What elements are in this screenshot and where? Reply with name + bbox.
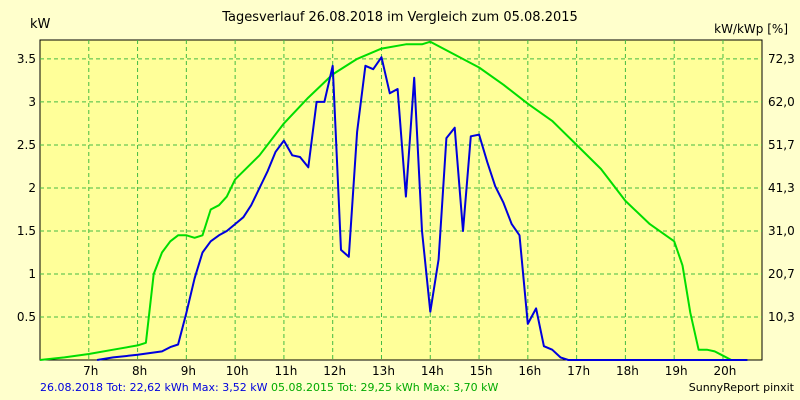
plot-background (39, 39, 763, 361)
x-tick-label: 9h (181, 364, 196, 378)
x-tick-label: 20h (714, 364, 737, 378)
x-axis-ticks: 7h 8h 9h 10h 11h 12h 13h 14h 15h 16h 17h 18h 19h 20h (83, 364, 736, 378)
y-tick-label: 2 (28, 181, 36, 195)
x-tick-label: 17h (567, 364, 590, 378)
series-line-1 (96, 56, 748, 361)
y2-tick-label: 31,0 (768, 224, 795, 238)
y-tick-label: 2.5 (17, 138, 36, 152)
series-line-2 (39, 40, 748, 361)
x-tick-label: 16h (518, 364, 541, 378)
y-tick-label: 3 (28, 95, 36, 109)
x-tick-label: 15h (470, 364, 493, 378)
y2-tick-label: 51,7 (768, 138, 795, 152)
x-tick-label: 13h (372, 364, 395, 378)
y-tick-label: 1 (28, 267, 36, 281)
credit-text: SunnyReport pinxit (688, 381, 794, 394)
y-axis-ticks: 0.5 1 1.5 2 2.5 3 3.5 (17, 52, 36, 324)
x-tick-label: 10h (226, 364, 249, 378)
y-tick-label: 3.5 (17, 52, 36, 66)
x-tick-label: 8h (132, 364, 147, 378)
grid-lines (40, 40, 762, 360)
x-tick-label: 19h (665, 364, 688, 378)
x-tick-label: 14h (421, 364, 444, 378)
y2-tick-label: 10,3 (768, 310, 795, 324)
x-tick-label: 11h (274, 364, 297, 378)
y2-tick-label: 72,3 (768, 52, 795, 66)
x-tick-label: 12h (323, 364, 346, 378)
series2-summary: 05.08.2015 Tot: 29,25 kWh Max: 3,70 kW (270, 381, 499, 394)
y-tick-label: 1.5 (17, 224, 36, 238)
y2-axis-ticks: 10,3 20,7 31,0 41,3 51,7 62,0 72,3 (768, 52, 795, 324)
y-tick-label: 0.5 (17, 310, 36, 324)
y-axis-label: kW (30, 17, 51, 32)
footer-summary: 26.08.2018 Tot: 22,62 kWh Max: 3,52 kW 0… (40, 381, 498, 394)
x-tick-label: 7h (83, 364, 98, 378)
y2-tick-label: 41,3 (768, 181, 795, 195)
x-tick-label: 18h (616, 364, 639, 378)
y2-axis-label: kW/kWp [%] (714, 22, 788, 36)
series-lines (39, 40, 748, 361)
y2-tick-label: 20,7 (768, 267, 795, 281)
y2-tick-label: 62,0 (768, 95, 795, 109)
series1-summary: 26.08.2018 Tot: 22,62 kWh Max: 3,52 kW (40, 381, 268, 394)
chart-title: Tagesverlauf 26.08.2018 im Vergleich zum… (222, 10, 578, 25)
